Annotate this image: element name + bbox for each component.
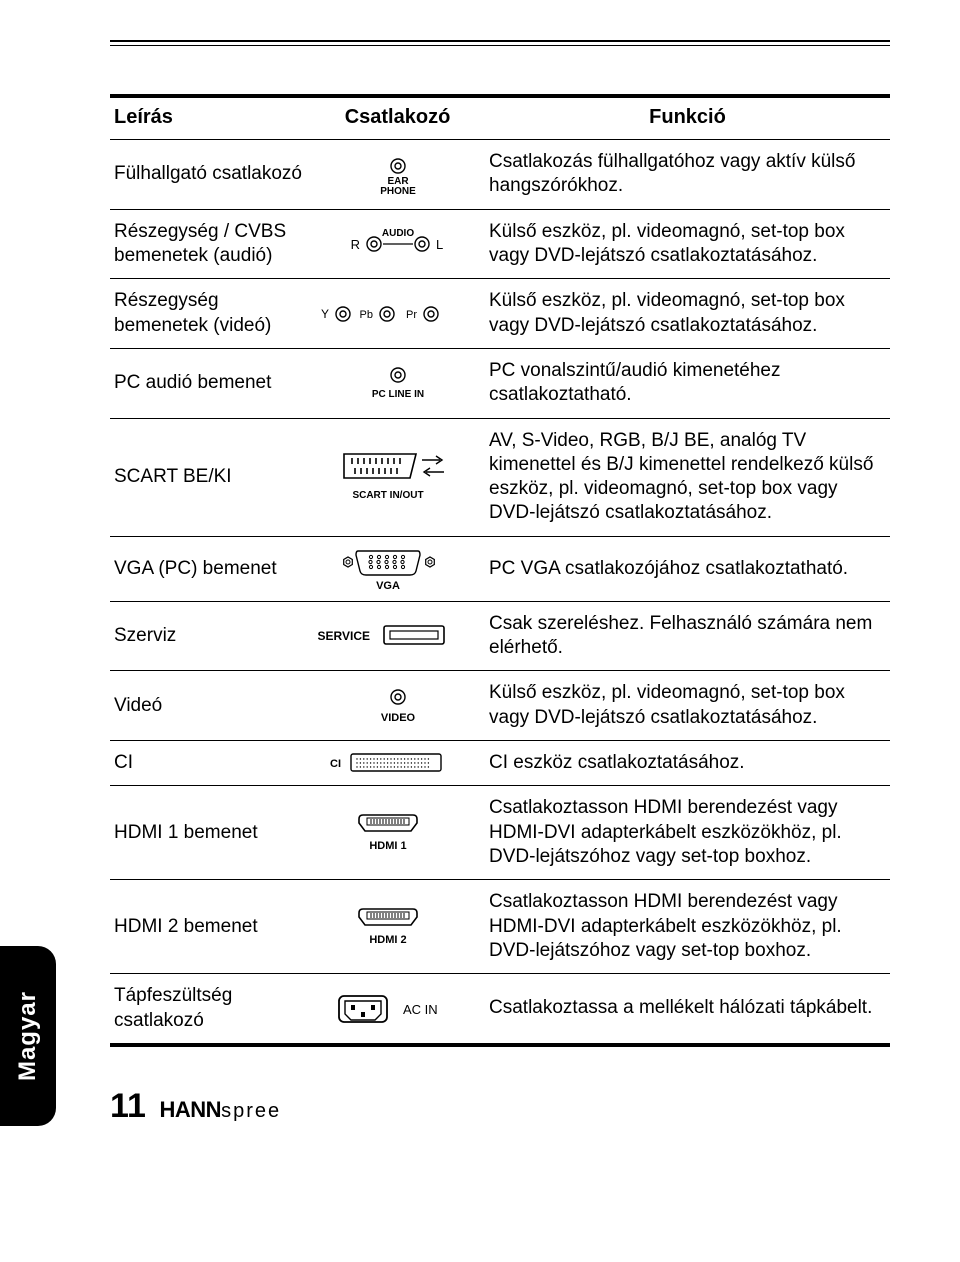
ci-icon: CI [323,752,473,774]
cell-func: Csatlakozás fülhallgatóhoz vagy aktív kü… [485,140,890,210]
table-body: Fülhallgató csatlakozó EAR PHONE Csatlak… [110,140,890,1045]
spacer [110,46,890,94]
cell-func: CI eszköz csatlakoztatásához. [485,741,890,786]
hdmi1-icon: HDMI 1 [353,811,443,855]
top-rule [110,40,890,46]
table-row: HDMI 1 bemenet HDMI 1 Csatlakoztasson HD… [110,786,890,880]
table-row: HDMI 2 bemenet HDMI 2 Csatlakoztasson HD… [110,880,890,974]
svg-text:AC IN: AC IN [403,1002,438,1017]
connector-table: Leírás Csatlakozó Funkció Fülhallgató cs… [110,94,890,1047]
svg-text:HDMI 1: HDMI 1 [369,840,406,852]
brand-spree: spree [221,1100,281,1122]
cell-connector: VGA [310,536,485,601]
header-desc: Leírás [110,96,310,140]
cell-connector: AC IN [310,974,485,1045]
cell-desc: Részegység bemenetek (videó) [110,279,310,349]
cell-desc: PC audió bemenet [110,348,310,418]
svg-text:VGA: VGA [376,580,400,591]
cell-desc: Részegység / CVBS bemenetek (audió) [110,209,310,279]
cell-connector: EAR PHONE [310,140,485,210]
table-row: Videó VIDEO Külső eszköz, pl. videomagnó… [110,671,890,741]
cell-connector: SCART IN/OUT [310,418,485,536]
cell-desc: HDMI 1 bemenet [110,786,310,880]
page-number: 11 [110,1087,146,1125]
svg-text:Y: Y [321,307,329,321]
earphone-icon: EAR PHONE [368,152,428,196]
cell-connector: HDMI 2 [310,880,485,974]
table-row: VGA (PC) bemenet VGA PC VGA csatlakozójá… [110,536,890,601]
cell-desc: Szerviz [110,601,310,671]
cell-desc: Tápfeszültség csatlakozó [110,974,310,1045]
vga-icon: VGA [338,547,458,591]
language-tab-label: Magyar [14,991,42,1081]
cell-func: Csak szereléshez. Felhasználó számára ne… [485,601,890,671]
svg-text:PC LINE IN: PC LINE IN [371,389,423,400]
ac-in-icon: AC IN [333,992,463,1026]
svg-text:AUDIO: AUDIO [381,228,413,239]
footer: 11 HANNspree [110,1087,890,1126]
table-header: Leírás Csatlakozó Funkció [110,96,890,140]
svg-text:L: L [436,237,443,252]
table-row: Tápfeszültség csatlakozó AC IN Csatlakoz… [110,974,890,1045]
cell-connector: PC LINE IN [310,348,485,418]
svg-text:SERVICE: SERVICE [318,629,370,643]
table-row: SCART BE/KI SCART IN/OUT AV, S-Video, RG… [110,418,890,536]
cell-desc: SCART BE/KI [110,418,310,536]
cell-func: AV, S-Video, RGB, B/J BE, analóg TV kime… [485,418,890,536]
cell-connector: SERVICE [310,601,485,671]
table-row: CI CI CI eszköz csatlakoztatásához. [110,741,890,786]
video-icon: VIDEO [363,683,433,729]
cell-desc: HDMI 2 bemenet [110,880,310,974]
language-tab: Magyar [0,946,56,1126]
cell-func: Csatlakoztasson HDMI berendezést vagy HD… [485,880,890,974]
cell-connector: CI [310,741,485,786]
cell-connector: VIDEO [310,671,485,741]
cell-func: Csatlakoztassa a mellékelt hálózati tápk… [485,974,890,1045]
brand-hann: HANN [160,1097,222,1122]
table-row: Részegység / CVBS bemenetek (audió) R AU… [110,209,890,279]
svg-text:Pb: Pb [360,309,373,321]
cell-connector: R AUDIO L [310,209,485,279]
cell-desc: VGA (PC) bemenet [110,536,310,601]
cell-func: PC VGA csatlakozójához csatlakoztatható. [485,536,890,601]
svg-text:R: R [350,237,359,252]
svg-text:SCART IN/OUT: SCART IN/OUT [352,490,423,501]
ypbpr-icon: Y Pb Pr [315,299,480,329]
header-func: Funkció [485,96,890,140]
svg-text:CI: CI [330,758,341,770]
cell-desc: Videó [110,671,310,741]
cell-func: Külső eszköz, pl. videomagnó, set-top bo… [485,671,890,741]
pc-line-in-icon: PC LINE IN [358,361,438,405]
cell-connector: HDMI 1 [310,786,485,880]
cell-func: PC vonalszintű/audió kimenetéhez csatlak… [485,348,890,418]
svg-text:VIDEO: VIDEO [380,712,415,724]
table-row: PC audió bemenet PC LINE IN PC vonalszin… [110,348,890,418]
svg-text:HDMI 2: HDMI 2 [369,934,406,946]
table-row: Szerviz SERVICE Csak szereléshez. Felhas… [110,601,890,671]
table-row: Fülhallgató csatlakozó EAR PHONE Csatlak… [110,140,890,210]
scart-icon: SCART IN/OUT [338,448,458,506]
audio-rl-icon: R AUDIO L [328,222,468,266]
service-icon: SERVICE [318,623,478,649]
header-conn: Csatlakozó [310,96,485,140]
hdmi2-icon: HDMI 2 [353,905,443,949]
cell-desc: CI [110,741,310,786]
page: Leírás Csatlakozó Funkció Fülhallgató cs… [0,0,960,1166]
table-row: Részegység bemenetek (videó) Y Pb Pr Kül… [110,279,890,349]
svg-text:PHONE: PHONE [380,186,416,196]
cell-func: Külső eszköz, pl. videomagnó, set-top bo… [485,209,890,279]
cell-func: Külső eszköz, pl. videomagnó, set-top bo… [485,279,890,349]
cell-func: Csatlakoztasson HDMI berendezést vagy HD… [485,786,890,880]
cell-desc: Fülhallgató csatlakozó [110,140,310,210]
cell-connector: Y Pb Pr [310,279,485,349]
svg-text:Pr: Pr [406,309,417,321]
